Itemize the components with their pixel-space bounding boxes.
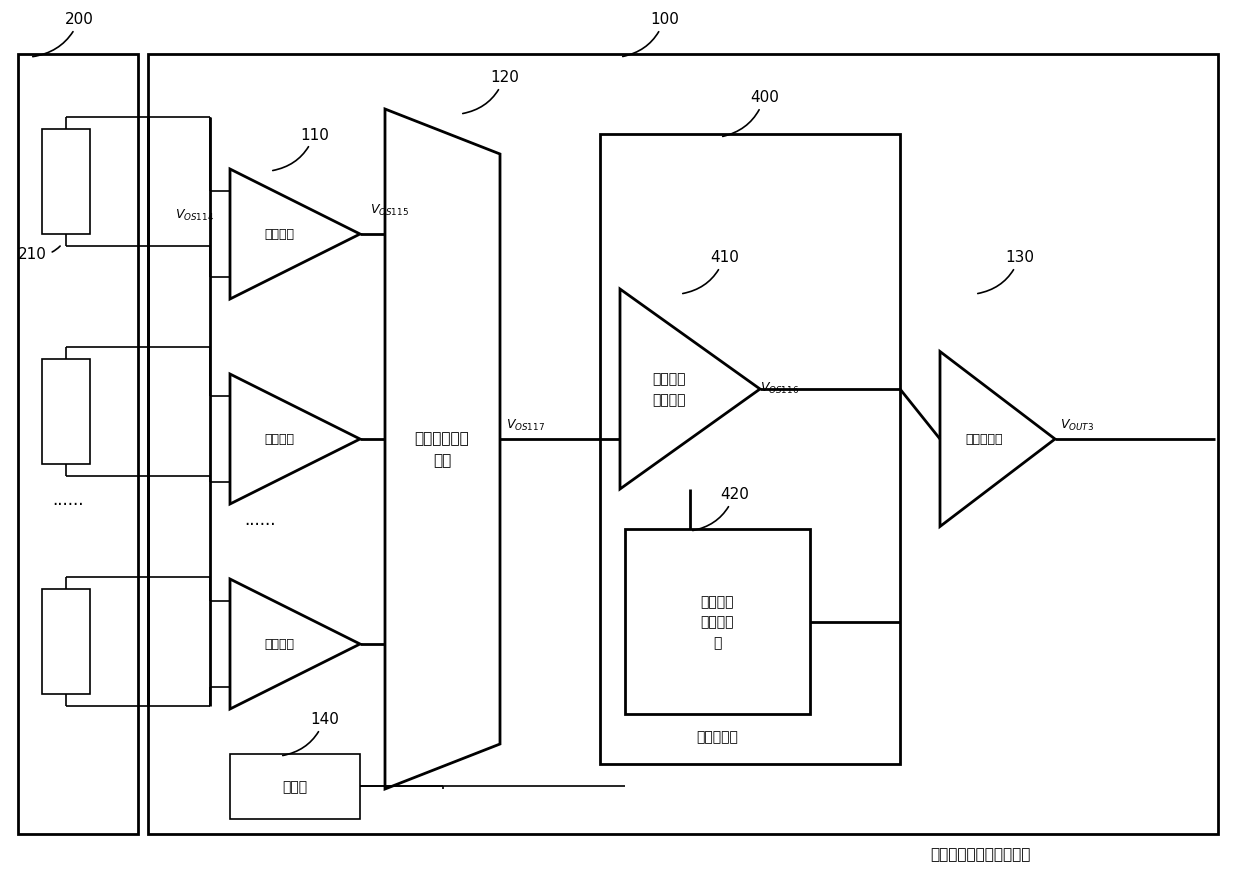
Bar (148, 55, 1218, 834)
Text: 可编程校
准码寄存
器: 可编程校 准码寄存 器 (701, 594, 734, 650)
Text: $\mathit{V}_{OS116}$: $\mathit{V}_{OS116}$ (760, 380, 799, 395)
Text: $\mathit{V}_{OS117}$: $\mathit{V}_{OS117}$ (506, 417, 546, 432)
Text: 410: 410 (683, 250, 739, 294)
Text: 200: 200 (32, 12, 94, 58)
Text: 采样单元: 采样单元 (264, 228, 294, 241)
Text: 采样单元: 采样单元 (264, 433, 294, 446)
Text: $\mathit{V}_{OS115}$: $\mathit{V}_{OS115}$ (370, 202, 409, 217)
Bar (600, 135, 900, 764)
Text: $\mathit{V}_{OS114}$: $\mathit{V}_{OS114}$ (175, 207, 215, 222)
Text: ......: ...... (52, 491, 84, 508)
Bar (42, 589, 91, 694)
Text: 400: 400 (723, 90, 779, 137)
Bar (42, 360, 91, 464)
Text: 电池包电芯电压采样系统: 电池包电芯电压采样系统 (930, 846, 1030, 861)
Text: 110: 110 (273, 127, 329, 171)
Text: ......: ...... (244, 510, 275, 529)
Text: 多通道信号选
择器: 多通道信号选 择器 (414, 431, 470, 468)
Text: 自校准电路: 自校准电路 (697, 729, 739, 743)
Bar (229, 754, 360, 819)
Text: 130: 130 (977, 250, 1034, 294)
Text: 输出缓冲器: 输出缓冲器 (965, 433, 1002, 446)
Text: 210: 210 (19, 247, 60, 263)
Text: 140: 140 (283, 712, 339, 756)
Text: 可编程增
益放大器: 可编程增 益放大器 (652, 372, 686, 407)
Text: 100: 100 (622, 12, 678, 57)
Text: 420: 420 (693, 487, 749, 531)
Text: $\mathit{V}_{OUT3}$: $\mathit{V}_{OUT3}$ (1060, 417, 1094, 432)
Bar (625, 529, 810, 714)
Text: 120: 120 (463, 70, 518, 114)
Text: 采样单元: 采样单元 (264, 637, 294, 651)
Bar (19, 55, 138, 834)
Bar (42, 130, 91, 234)
Text: 译码器: 译码器 (283, 780, 308, 794)
